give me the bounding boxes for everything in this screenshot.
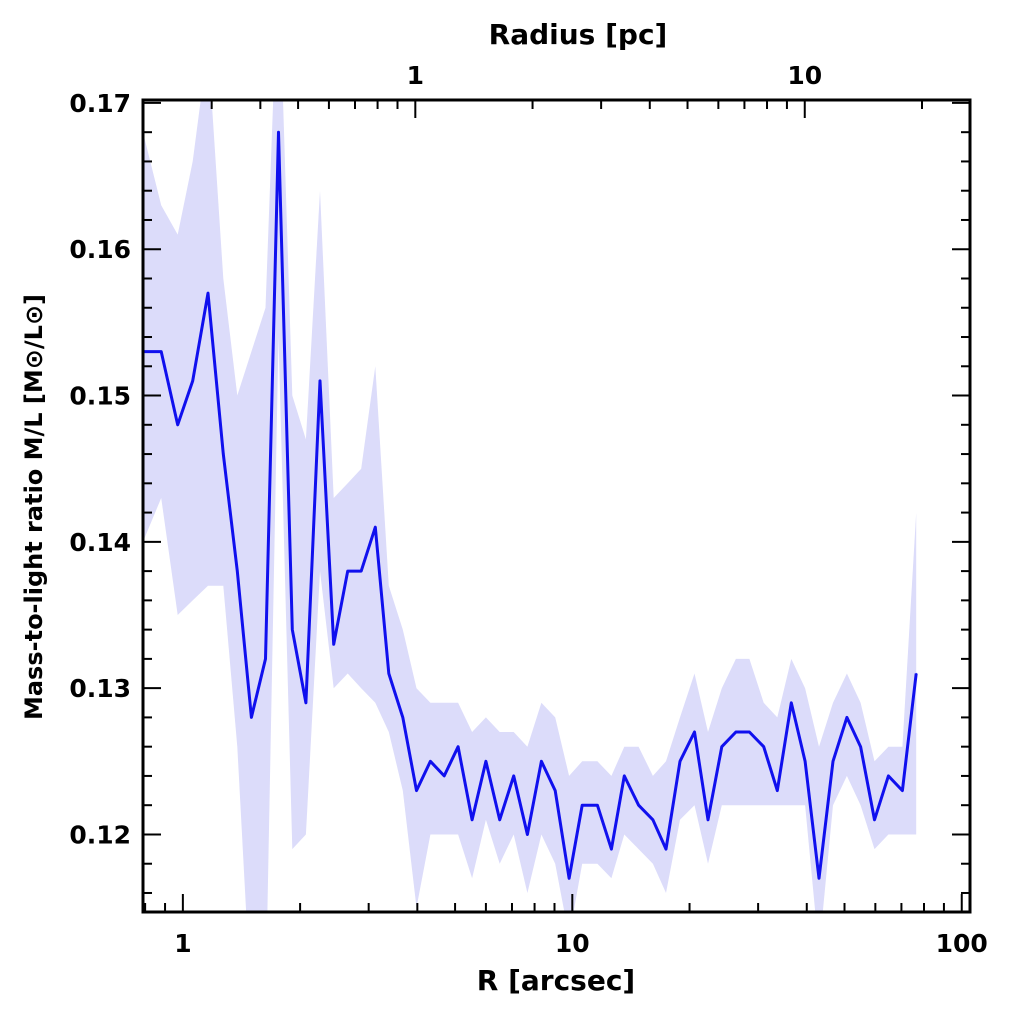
data-point: [177, 424, 179, 426]
data-point: [429, 760, 431, 762]
data-point: [860, 746, 862, 748]
data-point: [347, 570, 349, 572]
data-point: [222, 453, 224, 455]
y-tick-label: 0.14: [69, 528, 131, 557]
data-point: [554, 790, 556, 792]
data-point: [305, 702, 307, 704]
y-axis-title: Mass-to-light ratio M/L [M⊙/L⊙]: [20, 294, 48, 720]
data-point: [581, 804, 583, 806]
data-point: [638, 804, 640, 806]
data-point: [264, 658, 267, 660]
data-point: [693, 731, 696, 733]
data-point: [360, 570, 362, 572]
x-tick-label: 100: [936, 929, 988, 958]
data-point: [277, 131, 280, 133]
data-point: [679, 760, 681, 762]
data-point: [457, 746, 459, 748]
data-point: [735, 731, 737, 733]
data-point: [250, 716, 252, 719]
data-point: [443, 775, 445, 777]
data-point: [818, 877, 820, 879]
data-point: [207, 292, 209, 294]
data-point: [748, 731, 751, 733]
y-tick-label: 0.16: [69, 235, 131, 264]
data-point: [526, 833, 529, 836]
data-point: [915, 672, 917, 675]
data-point: [333, 643, 335, 645]
data-point: [623, 775, 625, 777]
data-point: [192, 380, 194, 382]
data-point: [665, 848, 667, 850]
axis-tick-labels: 1 10 100 1 10 0.12 0.13 0.14 0.15 0.16 0.17: [69, 61, 987, 958]
data-point: [596, 804, 599, 806]
top-x-tick-label: 10: [787, 61, 822, 90]
data-point: [236, 570, 238, 572]
y-tick-label: 0.17: [69, 89, 131, 118]
data-point: [499, 819, 501, 821]
top-axis-title: Radius [pc]: [489, 18, 668, 51]
x-tick-label: 10: [555, 929, 590, 958]
y-tick-label: 0.15: [69, 382, 131, 411]
data-point: [388, 672, 390, 675]
data-point: [707, 819, 709, 821]
data-point: [291, 629, 293, 631]
top-x-tick-label: 1: [407, 61, 424, 90]
series-line: [143, 130, 918, 880]
data-point: [887, 775, 890, 777]
uncertainty-band: [143, 100, 917, 912]
axis-ticks: [142, 100, 970, 912]
plot-frame: [141, 98, 972, 914]
data-point: [374, 526, 376, 528]
x-axis-title: R [arcsec]: [477, 964, 635, 997]
data-point: [319, 380, 321, 382]
data-point: [471, 819, 473, 821]
data-point: [485, 760, 487, 762]
data-point: [513, 775, 515, 777]
y-tick-label: 0.12: [69, 821, 131, 850]
data-point: [763, 746, 765, 748]
data-point: [901, 790, 904, 792]
data-point: [804, 760, 806, 762]
data-point: [402, 716, 404, 719]
data-point: [721, 746, 723, 748]
data-point: [832, 760, 834, 762]
plot-area: [143, 100, 918, 912]
data-point: [568, 877, 570, 879]
data-point: [610, 848, 613, 850]
data-point: [873, 819, 876, 821]
data-point: [540, 760, 543, 762]
y-tick-label: 0.13: [69, 674, 131, 703]
data-point: [415, 790, 418, 792]
data-point: [776, 790, 778, 792]
x-tick-label: 1: [174, 929, 191, 958]
data-point: [846, 716, 848, 719]
data-point: [652, 819, 654, 821]
data-point: [160, 351, 162, 353]
data-point: [790, 702, 792, 704]
